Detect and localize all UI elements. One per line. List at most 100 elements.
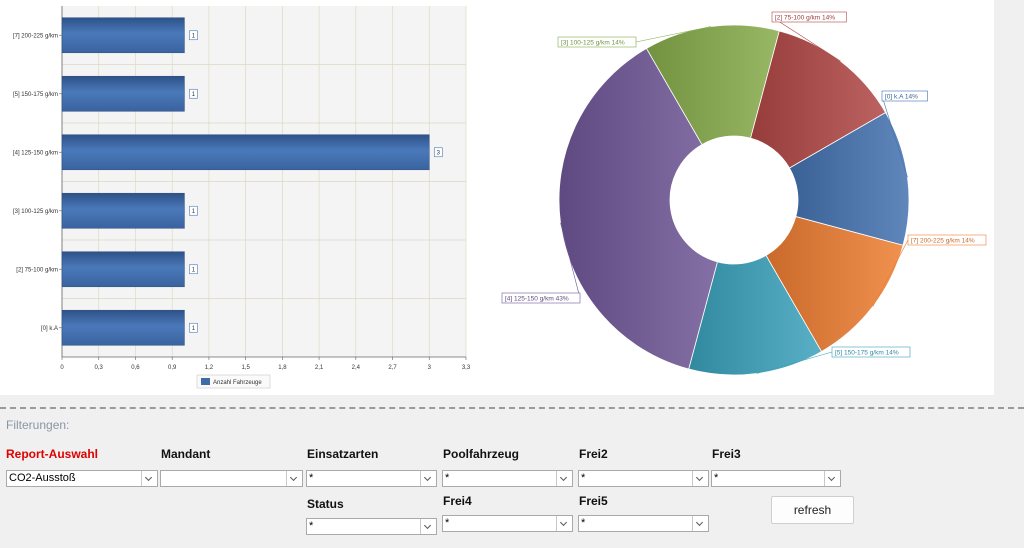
x-tick-label: 0,9 bbox=[168, 365, 177, 371]
data-label: 1 bbox=[192, 326, 196, 332]
poolfahrzeug-value: * bbox=[445, 472, 450, 484]
leader-line bbox=[560, 222, 581, 299]
chevron-down-icon[interactable] bbox=[141, 471, 157, 486]
poolfahrzeug-dropdown[interactable]: * bbox=[442, 470, 573, 487]
x-tick-label: 2,1 bbox=[315, 365, 324, 371]
category-label: [2] 75-100 g/km bbox=[16, 267, 58, 273]
frei5-value: * bbox=[581, 517, 586, 529]
data-label: 1 bbox=[192, 267, 196, 273]
frei2-label: Frei2 bbox=[579, 447, 608, 461]
report-selection-dropdown[interactable]: CO2-Ausstoß bbox=[6, 470, 158, 487]
poolfahrzeug-label: Poolfahrzeug bbox=[443, 447, 520, 461]
donut-slice bbox=[558, 47, 718, 370]
x-tick-label: 3 bbox=[428, 365, 432, 371]
chevron-down-icon[interactable] bbox=[824, 471, 840, 486]
data-label-box bbox=[433, 147, 443, 158]
slice-label-box bbox=[557, 36, 637, 48]
leader-line bbox=[872, 239, 909, 307]
bar bbox=[61, 192, 185, 229]
x-tick-label: 0,3 bbox=[95, 365, 104, 371]
data-label-box bbox=[189, 322, 198, 333]
donut-slice bbox=[645, 24, 780, 146]
bar bbox=[61, 75, 185, 112]
data-label: 1 bbox=[192, 33, 196, 39]
frei4-dropdown[interactable]: * bbox=[442, 515, 573, 532]
x-tick-label: 0,6 bbox=[131, 365, 140, 371]
legend-label: Anzahl Fahrzeuge bbox=[213, 380, 262, 386]
einsatzarten-value: * bbox=[309, 472, 314, 484]
einsatzarten-dropdown[interactable]: * bbox=[306, 470, 437, 487]
category-label: [3] 100-125 g/km bbox=[13, 209, 58, 215]
frei4-label: Frei4 bbox=[443, 494, 472, 508]
frei5-dropdown[interactable]: * bbox=[578, 515, 709, 532]
legend-box bbox=[196, 374, 271, 389]
legend-swatch bbox=[201, 378, 210, 385]
category-label: [7] 200-225 g/km bbox=[13, 33, 58, 39]
data-label-box bbox=[189, 264, 198, 275]
chevron-down-icon[interactable] bbox=[556, 471, 572, 486]
x-tick-label: 2,4 bbox=[352, 365, 361, 371]
chevron-down-icon[interactable] bbox=[420, 519, 436, 534]
slice-label: [0] k.A 14% bbox=[885, 93, 918, 100]
frei5-label: Frei5 bbox=[579, 494, 608, 508]
frei3-value: * bbox=[714, 472, 719, 484]
bar bbox=[61, 251, 185, 288]
bar bbox=[61, 17, 185, 54]
report-selection-value: CO2-Ausstoß bbox=[9, 472, 76, 484]
slice-label-box bbox=[881, 90, 928, 102]
chevron-down-icon[interactable] bbox=[286, 471, 302, 486]
charts-area: 0 0,3 0,6 0,9 1,2 1,5 1,8 2,1 2,4 2,7 3 3,3 [7] 200-… bbox=[0, 0, 994, 395]
bar bbox=[61, 134, 430, 171]
status-label: Status bbox=[307, 497, 344, 511]
slice-label: [5] 150-175 g/km 14% bbox=[835, 349, 899, 356]
leader-line bbox=[771, 16, 841, 62]
slice-label-box bbox=[907, 234, 987, 246]
mandant-label: Mandant bbox=[161, 447, 211, 461]
frei3-dropdown[interactable]: * bbox=[711, 470, 841, 487]
x-tick-label: 1,5 bbox=[241, 365, 250, 371]
data-label: 3 bbox=[437, 150, 441, 156]
mandant-dropdown[interactable] bbox=[160, 470, 303, 487]
chevron-down-icon[interactable] bbox=[420, 471, 436, 486]
status-value: * bbox=[309, 520, 314, 532]
slice-label-box bbox=[771, 11, 847, 23]
refresh-button[interactable]: refresh bbox=[771, 496, 854, 524]
category-label: [0] k.A bbox=[41, 326, 58, 332]
leader-line bbox=[635, 26, 712, 43]
data-label-box bbox=[189, 30, 198, 41]
leader-line bbox=[881, 95, 908, 178]
slice-label-box bbox=[501, 292, 581, 304]
data-label: 1 bbox=[192, 92, 196, 98]
donut-chart: [0] k.A 14% [7] 200-225 g/km 14% [5] 150-1… bbox=[501, 11, 987, 376]
einsatzarten-label: Einsatzarten bbox=[307, 447, 379, 461]
category-label: [4] 125-150 g/km bbox=[13, 150, 58, 156]
data-label-box bbox=[189, 88, 198, 99]
donut-slice bbox=[788, 111, 910, 246]
chevron-down-icon[interactable] bbox=[556, 516, 572, 531]
chevron-down-icon[interactable] bbox=[692, 516, 708, 531]
frei3-label: Frei3 bbox=[712, 447, 741, 461]
frei2-dropdown[interactable]: * bbox=[578, 470, 709, 487]
status-dropdown[interactable]: * bbox=[306, 518, 437, 535]
donut-slice bbox=[765, 216, 904, 353]
frei2-value: * bbox=[581, 472, 586, 484]
x-tick-label: 3,3 bbox=[462, 365, 470, 371]
donut-slice bbox=[750, 30, 887, 169]
slice-label: [2] 75-100 g/km 14% bbox=[775, 14, 835, 21]
category-label: [5] 150-175 g/km bbox=[13, 92, 58, 98]
chevron-down-icon[interactable] bbox=[692, 471, 708, 486]
donut-slice bbox=[688, 254, 823, 376]
x-tick-label: 2,7 bbox=[388, 365, 397, 371]
data-label-box bbox=[189, 205, 198, 216]
slice-label: [4] 125-150 g/km 43% bbox=[505, 295, 569, 302]
bar bbox=[61, 309, 185, 346]
leader-line bbox=[756, 351, 833, 374]
bar-chart: 0 0,3 0,6 0,9 1,2 1,5 1,8 2,1 2,4 2,7 3 3,3 [7] 200-… bbox=[13, 6, 470, 389]
x-tick-label: 1,2 bbox=[205, 365, 214, 371]
x-tick-label: 1,8 bbox=[278, 365, 287, 371]
filter-section-title: Filterungen: bbox=[6, 418, 70, 432]
slice-label: [7] 200-225 g/km 14% bbox=[911, 237, 975, 244]
frei4-value: * bbox=[445, 517, 450, 529]
separator bbox=[0, 407, 1024, 409]
report-selection-label: Report-Auswahl bbox=[6, 447, 99, 461]
